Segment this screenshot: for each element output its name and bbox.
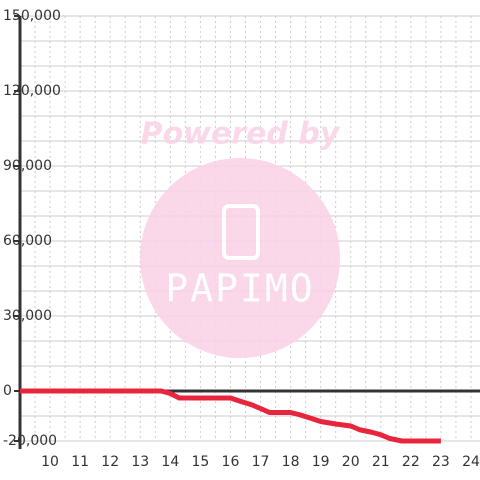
x-tick-label: 10 [41, 454, 59, 470]
x-tick-label: 19 [312, 454, 330, 470]
y-tick-label: 0 [3, 383, 12, 399]
watermark-phone [222, 204, 260, 260]
x-tick-label: 16 [222, 454, 240, 470]
grid [20, 15, 480, 442]
y-tick-label: 150,000 [3, 8, 61, 24]
y-tick-label: 30,000 [3, 308, 52, 324]
x-tick-label: 13 [131, 454, 149, 470]
y-tick-label: 120,000 [3, 83, 61, 99]
line-series [20, 388, 441, 444]
x-tick-label: 17 [252, 454, 270, 470]
y-tick-label: 60,000 [3, 233, 52, 249]
x-tick-label: 20 [342, 454, 360, 470]
x-tick-label: 18 [282, 454, 300, 470]
watermark-logo: PAPIMO [165, 267, 314, 311]
y-tick-label: -20,000 [3, 433, 57, 449]
y-tick-label: 90,000 [3, 158, 52, 174]
x-tick-label: 23 [432, 454, 450, 470]
x-tick-label: 14 [161, 454, 179, 470]
x-tick-label: 21 [372, 454, 390, 470]
x-tick-label: 12 [101, 454, 119, 470]
x-tick-label: 11 [71, 454, 89, 470]
watermark: Powered by PAPIMO [140, 117, 341, 358]
x-tick-label: 22 [402, 454, 420, 470]
x-tick-label: 15 [191, 454, 209, 470]
x-tick-label: 24 [462, 454, 480, 470]
plot: 150,000 120,000 90,000 60,000 30,000 0 -20,000… [3, 8, 480, 470]
watermark-text: Powered by [141, 117, 341, 152]
